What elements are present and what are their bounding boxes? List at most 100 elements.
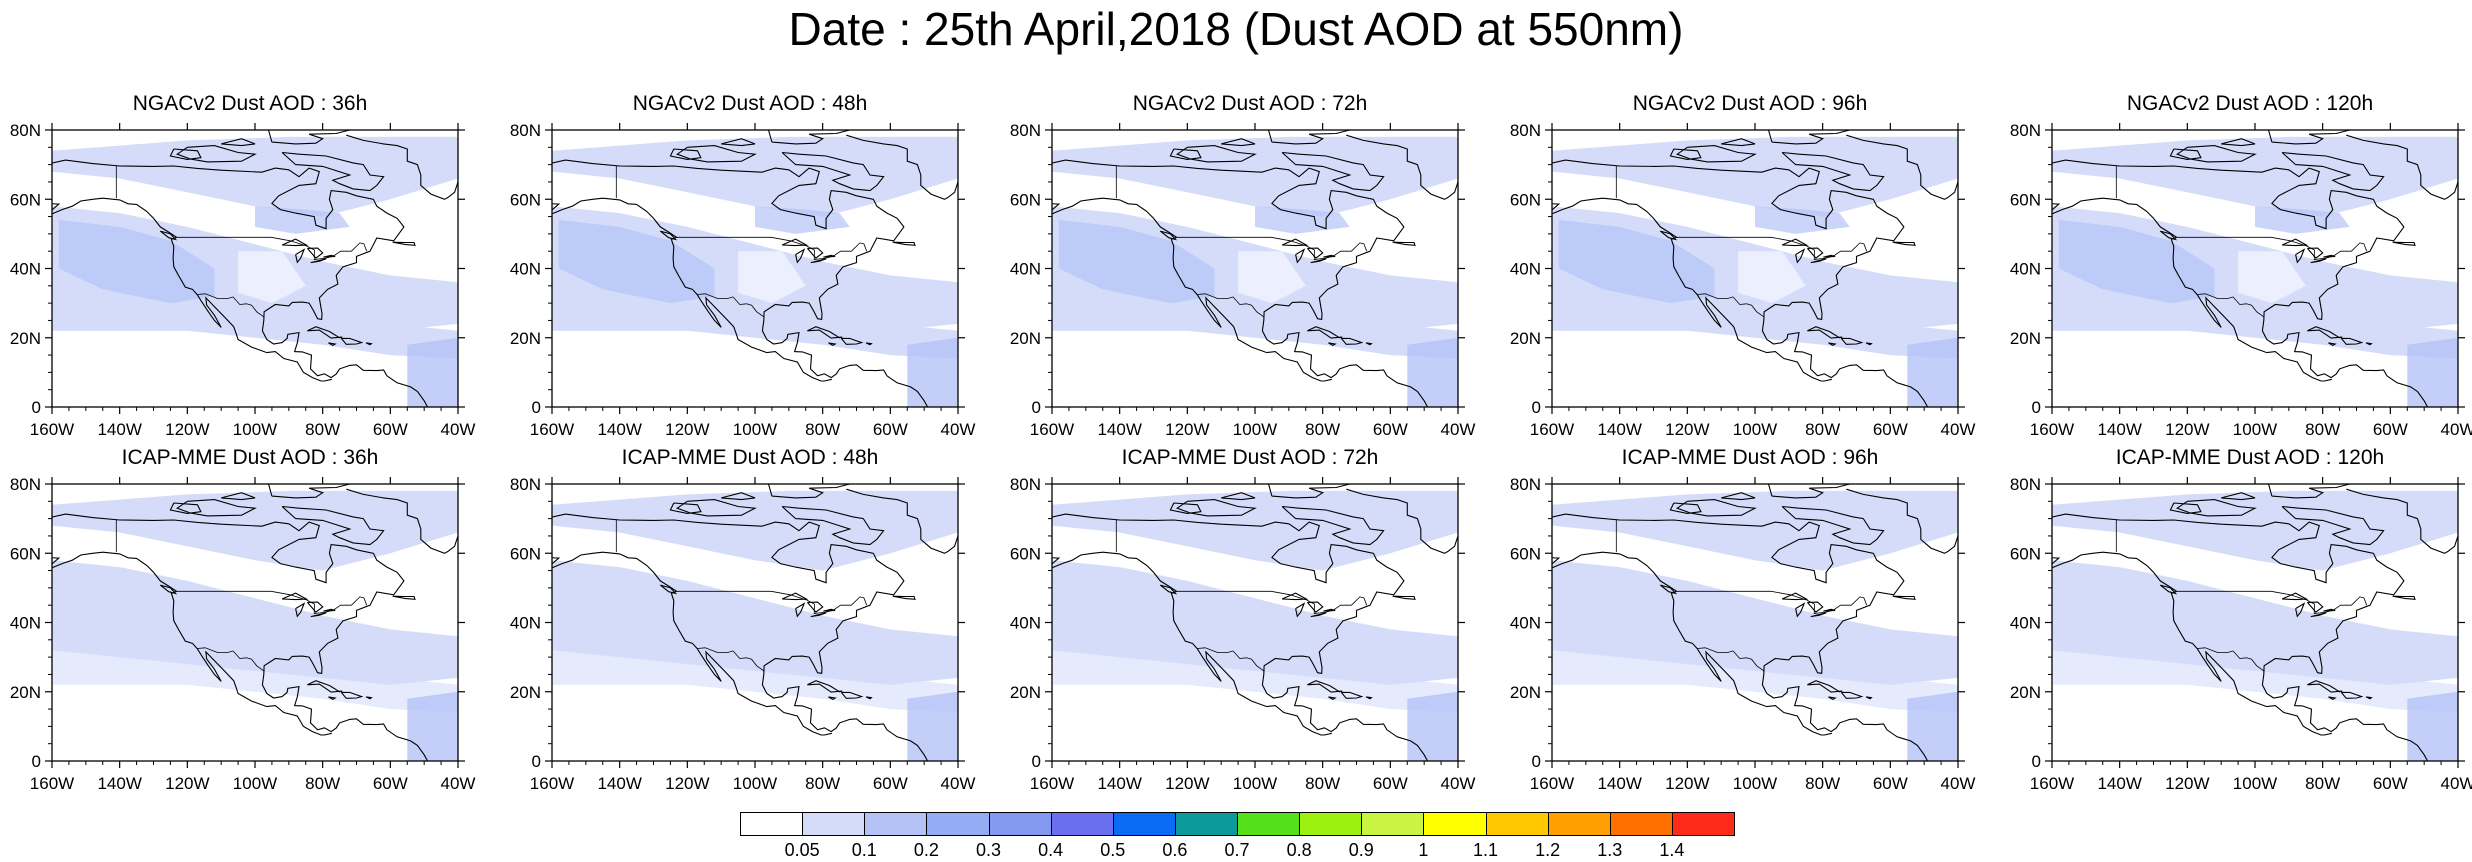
aod-shade-region — [1052, 490, 1458, 571]
island-outline — [1807, 326, 1843, 339]
x-tick-label: 80W — [805, 420, 840, 439]
colorbar-tick-label: 0.9 — [1348, 840, 1374, 860]
aod-shade-region — [738, 605, 806, 658]
x-tick-label: 120W — [1665, 420, 1709, 439]
x-tick-label: 80W — [305, 420, 340, 439]
island-outline — [721, 492, 756, 501]
coastline — [52, 513, 429, 761]
colorbar-swatch — [1112, 812, 1176, 836]
x-tick-label: 140W — [597, 420, 641, 439]
colorbar-swatch — [988, 812, 1052, 836]
x-tick-label: 80W — [805, 774, 840, 793]
island-outline — [159, 584, 178, 595]
island-outline — [1892, 241, 1916, 246]
aod-shade-region — [1552, 490, 1958, 571]
island-outline — [2392, 595, 2416, 600]
island-outline — [669, 148, 702, 160]
aod-shade-region — [1407, 691, 1458, 761]
lake-outline — [795, 248, 806, 264]
colorbar-swatch — [1361, 812, 1425, 836]
island-outline — [1328, 696, 1337, 701]
aod-shade-region — [1558, 220, 1715, 304]
island-outline — [221, 492, 256, 501]
x-tick-label: 160W — [30, 774, 74, 793]
aod-shade-region — [738, 251, 806, 304]
coastline — [2052, 513, 2429, 761]
island-outline — [892, 241, 916, 246]
colorbar-tick-label: 0.4 — [1038, 840, 1064, 860]
y-tick-label: 40N — [1510, 614, 1541, 633]
x-tick-label: 60W — [873, 774, 908, 793]
island-outline — [1807, 680, 1843, 693]
y-tick-label: 40N — [1010, 614, 1041, 633]
island-outline — [1281, 505, 1385, 546]
island-outline — [267, 130, 353, 145]
x-tick-label: 60W — [1873, 420, 1908, 439]
lake-outline — [2306, 601, 2324, 613]
figure-title: Date : 25th April,2018 (Dust AOD at 550n… — [788, 3, 1684, 55]
coastline — [1552, 197, 1832, 382]
x-tick-label: 100W — [1233, 774, 1277, 793]
lake-outline — [1306, 247, 1324, 259]
island-outline — [2169, 502, 2202, 514]
island-outline — [281, 505, 385, 546]
island-outline — [159, 230, 178, 241]
aod-shade-region — [2238, 605, 2306, 658]
island-outline — [2365, 696, 2373, 700]
island-outline — [2221, 138, 2256, 147]
country-border — [2197, 647, 2265, 672]
island-outline — [2392, 241, 2416, 246]
aod-shade-region — [2407, 691, 2458, 761]
lake-outline — [806, 247, 824, 259]
coastline — [346, 134, 458, 200]
island-outline — [1840, 337, 1864, 345]
island-outline — [2281, 505, 2385, 546]
island-outline — [1281, 151, 1385, 192]
y-tick-label: 40N — [1510, 260, 1541, 279]
coastline — [401, 120, 475, 124]
map-panel: ICAP-MME Dust AOD : 36h 160W 140W 120W 100W 8… — [0, 446, 500, 806]
colorbar-tick-label: 1 — [1418, 840, 1429, 860]
aod-shade-region — [907, 337, 958, 407]
island-outline — [1828, 696, 1837, 701]
island-outline — [169, 148, 202, 160]
coastline — [1401, 474, 1475, 478]
lake-outline — [795, 602, 806, 618]
coastline — [1052, 159, 1429, 407]
colorbar-swatch — [1485, 812, 1549, 836]
coastline — [901, 120, 975, 124]
x-tick-label: 160W — [30, 420, 74, 439]
coastline — [1052, 513, 1429, 761]
x-tick-label: 160W — [1030, 420, 1074, 439]
x-tick-label: 160W — [530, 420, 574, 439]
island-outline — [865, 342, 873, 346]
aod-shade-region — [907, 691, 958, 761]
x-tick-label: 60W — [373, 774, 408, 793]
island-outline — [392, 595, 416, 600]
aod-shade-region — [1052, 136, 1458, 217]
x-tick-label: 140W — [1097, 774, 1141, 793]
x-tick-label: 160W — [1030, 774, 1074, 793]
map-panel: ICAP-MME Dust AOD : 72h 160W 140W 120W 100W 8… — [1000, 446, 1500, 806]
country-border — [1697, 647, 1765, 672]
x-tick-label: 140W — [1597, 420, 1641, 439]
island-outline — [1159, 584, 1178, 595]
island-outline — [1307, 326, 1343, 339]
panel-title: ICAP-MME Dust AOD : 72h — [1121, 446, 1379, 469]
y-tick-label: 0 — [532, 752, 541, 771]
colorbar-swatch — [1237, 812, 1301, 836]
colorbar-swatch — [802, 812, 866, 836]
coastline — [1552, 551, 1832, 736]
country-border — [1176, 236, 1368, 260]
island-outline — [1865, 342, 1873, 346]
y-tick-label: 60N — [1510, 190, 1541, 209]
y-tick-label: 60N — [2010, 190, 2041, 209]
y-tick-label: 80N — [1010, 121, 1041, 140]
map-plot: 160W 140W 120W 100W 80W 60W 40W 0 20N 40N 60N 80N — [510, 475, 976, 793]
country-border — [2197, 293, 2265, 318]
y-tick-label: 20N — [2010, 683, 2041, 702]
island-outline — [1267, 484, 1353, 499]
lake-outline — [1795, 248, 1806, 264]
island-outline — [669, 502, 702, 514]
aod-shade-region — [2052, 136, 2458, 217]
